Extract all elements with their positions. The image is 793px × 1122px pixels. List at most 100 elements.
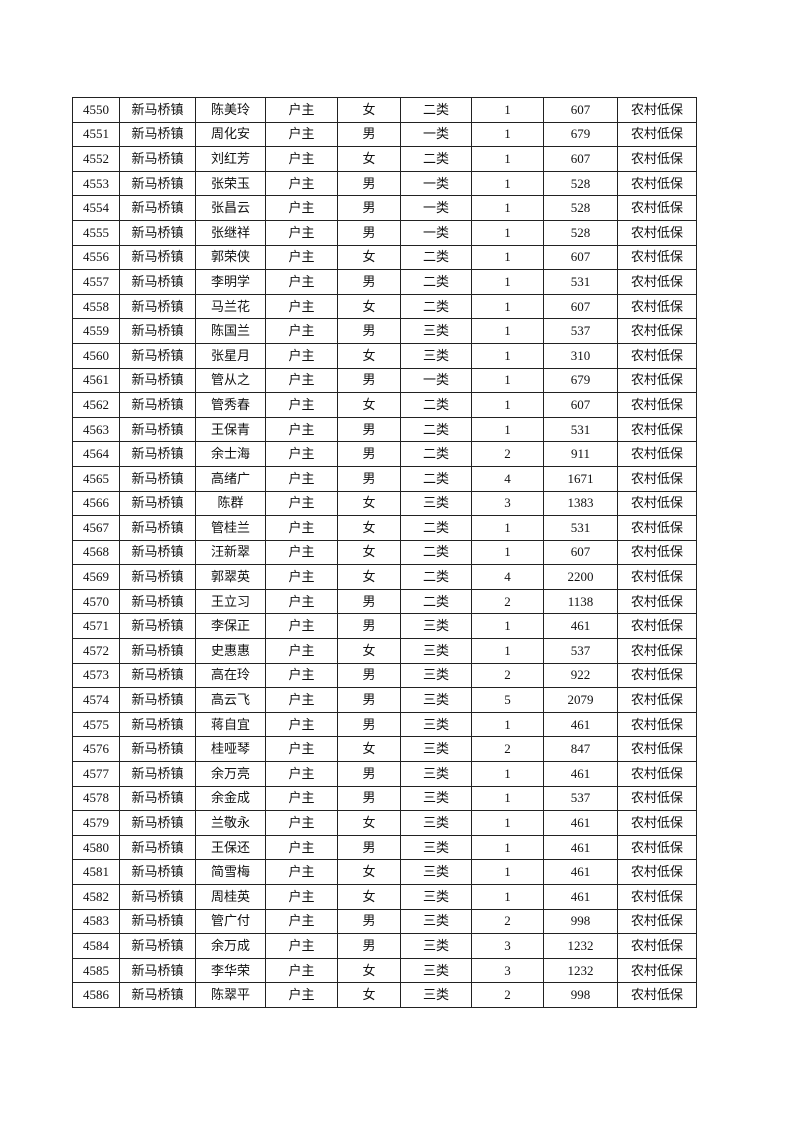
category-cell: 三类 xyxy=(400,736,472,763)
gender-cell: 男 xyxy=(337,834,401,861)
amount-cell: 1232 xyxy=(543,933,618,959)
row-number-cell: 4576 xyxy=(72,736,120,763)
row-number-cell: 4575 xyxy=(72,711,120,738)
relation-cell: 户主 xyxy=(265,662,338,689)
name-cell: 张星月 xyxy=(195,342,266,369)
category-cell: 二类 xyxy=(400,416,472,443)
name-cell: 王保还 xyxy=(195,834,266,861)
town-cell: 新马桥镇 xyxy=(119,416,196,443)
name-cell: 张继祥 xyxy=(195,219,266,246)
household-size-cell: 1 xyxy=(471,884,544,910)
household-size-cell: 1 xyxy=(471,195,544,221)
category-cell: 三类 xyxy=(400,638,472,664)
category-cell: 一类 xyxy=(400,195,472,221)
row-number-cell: 4584 xyxy=(72,933,120,959)
name-cell: 管秀春 xyxy=(195,392,266,418)
table-row: 4581 新马桥镇 简雪梅 户主女三类 1 461 农村低保 xyxy=(72,859,697,885)
relation-cell: 户主 xyxy=(265,121,338,148)
gender-cell: 女 xyxy=(337,957,401,984)
amount-cell: 1232 xyxy=(543,957,618,984)
relation-cell: 户主 xyxy=(265,195,338,221)
table-row: 4582 新马桥镇 周桂英 户主女三类 1 461 农村低保 xyxy=(72,884,697,910)
town-cell: 新马桥镇 xyxy=(119,318,196,344)
town-cell: 新马桥镇 xyxy=(119,785,196,812)
assistance-type-cell: 农村低保 xyxy=(617,810,697,836)
town-cell: 新马桥镇 xyxy=(119,908,196,935)
relation-cell: 户主 xyxy=(265,613,338,640)
household-size-cell: 2 xyxy=(471,736,544,763)
amount-cell: 528 xyxy=(543,219,618,246)
category-cell: 二类 xyxy=(400,146,472,172)
relation-cell: 户主 xyxy=(265,170,338,197)
row-number-cell: 4550 xyxy=(72,97,120,123)
assistance-type-cell: 农村低保 xyxy=(617,195,697,221)
town-cell: 新马桥镇 xyxy=(119,539,196,566)
household-size-cell: 1 xyxy=(471,269,544,295)
gender-cell: 男 xyxy=(337,416,401,443)
household-size-cell: 1 xyxy=(471,785,544,812)
table-row: 4580 新马桥镇 王保还 户主男三类 1 461 农村低保 xyxy=(72,834,697,861)
table-row: 4568 新马桥镇 汪新翠 户主女二类 1 607 农村低保 xyxy=(72,539,697,566)
gender-cell: 女 xyxy=(337,392,401,418)
table-row: 4569 新马桥镇 郭翠英 户主女二类 4 2200 农村低保 xyxy=(72,564,697,590)
town-cell: 新马桥镇 xyxy=(119,859,196,885)
household-size-cell: 1 xyxy=(471,367,544,394)
name-cell: 李明学 xyxy=(195,269,266,295)
name-cell: 桂哑琴 xyxy=(195,736,266,763)
row-number-cell: 4582 xyxy=(72,884,120,910)
town-cell: 新马桥镇 xyxy=(119,588,196,615)
relation-cell: 户主 xyxy=(265,884,338,910)
category-cell: 二类 xyxy=(400,564,472,590)
table-row: 4584 新马桥镇 余万成 户主男三类 3 1232 农村低保 xyxy=(72,933,697,959)
gender-cell: 女 xyxy=(337,342,401,369)
gender-cell: 男 xyxy=(337,170,401,197)
assistance-type-cell: 农村低保 xyxy=(617,638,697,664)
gender-cell: 男 xyxy=(337,785,401,812)
category-cell: 三类 xyxy=(400,342,472,369)
gender-cell: 男 xyxy=(337,465,401,492)
town-cell: 新马桥镇 xyxy=(119,146,196,172)
row-number-cell: 4586 xyxy=(72,982,120,1008)
table-row: 4557 新马桥镇 李明学 户主男二类 1 531 农村低保 xyxy=(72,269,697,295)
amount-cell: 847 xyxy=(543,736,618,763)
gender-cell: 男 xyxy=(337,711,401,738)
amount-cell: 607 xyxy=(543,146,618,172)
table-row: 4556 新马桥镇 郭荣侠 户主女二类 1 607 农村低保 xyxy=(72,244,697,271)
gender-cell: 男 xyxy=(337,219,401,246)
amount-cell: 537 xyxy=(543,638,618,664)
town-cell: 新马桥镇 xyxy=(119,662,196,689)
amount-cell: 679 xyxy=(543,367,618,394)
assistance-type-cell: 农村低保 xyxy=(617,884,697,910)
category-cell: 二类 xyxy=(400,441,472,467)
relation-cell: 户主 xyxy=(265,810,338,836)
relation-cell: 户主 xyxy=(265,318,338,344)
name-cell: 蒋自宜 xyxy=(195,711,266,738)
category-cell: 二类 xyxy=(400,588,472,615)
household-size-cell: 1 xyxy=(471,834,544,861)
gender-cell: 男 xyxy=(337,687,401,713)
table-row: 4558 新马桥镇 马兰花 户主女二类 1 607 农村低保 xyxy=(72,293,697,320)
category-cell: 三类 xyxy=(400,785,472,812)
row-number-cell: 4579 xyxy=(72,810,120,836)
town-cell: 新马桥镇 xyxy=(119,613,196,640)
category-cell: 三类 xyxy=(400,834,472,861)
assistance-type-cell: 农村低保 xyxy=(617,219,697,246)
amount-cell: 1383 xyxy=(543,490,618,517)
assistance-type-cell: 农村低保 xyxy=(617,564,697,590)
amount-cell: 998 xyxy=(543,982,618,1008)
name-cell: 高绪广 xyxy=(195,465,266,492)
town-cell: 新马桥镇 xyxy=(119,441,196,467)
assistance-type-cell: 农村低保 xyxy=(617,170,697,197)
amount-cell: 2200 xyxy=(543,564,618,590)
relation-cell: 户主 xyxy=(265,367,338,394)
assistance-type-cell: 农村低保 xyxy=(617,982,697,1008)
gender-cell: 女 xyxy=(337,539,401,566)
row-number-cell: 4573 xyxy=(72,662,120,689)
gender-cell: 男 xyxy=(337,613,401,640)
name-cell: 简雪梅 xyxy=(195,859,266,885)
gender-cell: 女 xyxy=(337,859,401,885)
amount-cell: 911 xyxy=(543,441,618,467)
name-cell: 李保正 xyxy=(195,613,266,640)
category-cell: 三类 xyxy=(400,490,472,517)
gender-cell: 男 xyxy=(337,933,401,959)
